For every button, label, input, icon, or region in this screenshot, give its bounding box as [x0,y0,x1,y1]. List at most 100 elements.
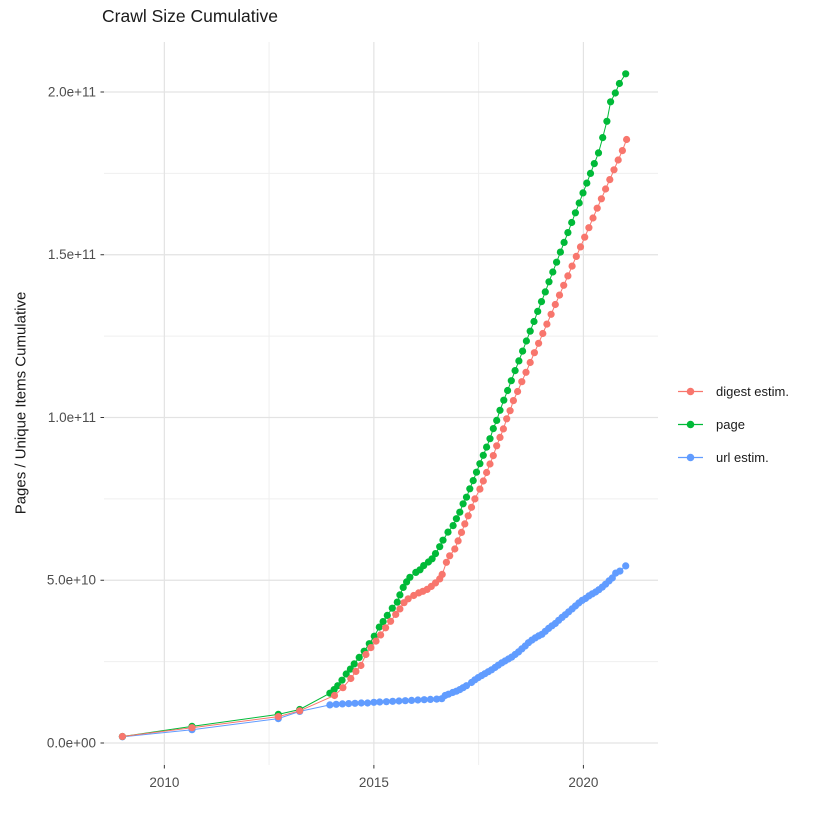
data-point-page [537,298,546,306]
data-point-page [622,70,630,78]
data-point-page [511,367,519,375]
data-point-digest-estim [467,503,476,511]
data-point-page [489,425,497,433]
data-point-digest-estim [614,156,622,164]
data-point-digest-estim [522,368,530,376]
chart-title: Crawl Size Cumulative [102,6,279,26]
data-point-url-estim [616,567,624,575]
data-point-digest-estim [518,378,526,386]
data-point-page [522,337,531,345]
data-point-page [462,493,471,501]
data-point-digest-estim [589,214,597,222]
data-point-page [553,258,561,266]
legend-label-url-estim: url estim. [716,450,769,465]
data-point-digest-estim [392,610,400,619]
data-point-page [456,508,464,516]
data-point-page [452,515,460,523]
data-point-digest-estim [503,415,511,423]
data-point-digest-estim [564,272,572,280]
data-point-digest-estim [330,691,339,700]
data-point-page [526,327,534,335]
data-point-page [393,598,401,606]
data-point-url-estim [382,698,390,706]
data-point-digest-estim [382,624,390,632]
data-point-page [406,573,414,581]
data-point-page [575,199,583,207]
data-point-page [479,451,487,459]
data-point-digest-estim [188,724,196,732]
data-point-page [483,443,491,451]
data-point-page [449,522,457,530]
data-point-digest-estim [372,637,380,645]
data-point-page [556,248,565,256]
x-tick-label: 2015 [359,775,389,790]
data-point-digest-estim [551,300,559,309]
data-point-digest-estim [377,631,385,639]
y-tick-label: 5.0e+10 [47,573,96,588]
series-line-digest-estim [122,139,628,737]
data-point-digest-estim [560,281,568,289]
legend-key-page [678,420,703,429]
data-point-digest-estim [461,520,469,528]
data-point-digest-estim [357,661,365,670]
x-tick-label: 2010 [149,775,179,790]
data-point-page [459,500,467,508]
data-point-page [534,307,542,315]
data-point-digest-estim [496,433,504,441]
data-point-digest-estim [438,570,446,579]
data-point-digest-estim [606,176,614,184]
data-point-url-estim [345,700,353,708]
legend-item-digest-estim: digest estim. [676,375,789,408]
data-point-digest-estim [367,644,375,652]
data-point-page [375,623,383,631]
data-point-digest-estim [543,320,551,328]
data-point-page [355,653,363,662]
data-point-url-estim [401,697,409,705]
data-point-digest-estim [352,667,360,676]
data-point-digest-estim [514,387,522,396]
legend: digest estim. page url estim. [676,375,789,474]
data-point-page [476,460,484,468]
y-axis-title: Pages / Unique Items Cumulative [12,291,30,515]
data-point-digest-estim [618,147,627,155]
data-point-digest-estim [396,605,404,613]
data-point-digest-estim [274,713,282,721]
data-point-page [564,229,572,237]
data-point-digest-estim [387,617,395,625]
data-point-page [549,268,557,276]
data-point-page [507,377,515,385]
x-tick-label: 2020 [568,775,598,790]
data-point-page [579,189,587,197]
data-point-url-estim [414,696,422,704]
data-point-digest-estim [493,442,501,450]
data-point-digest-estim [339,684,347,692]
data-point-page [396,591,404,599]
data-point-digest-estim [446,552,454,560]
data-point-digest-estim [610,166,618,174]
data-point-digest-estim [483,468,491,477]
data-point-page [338,676,346,684]
data-point-page [388,604,396,612]
data-point-digest-estim [489,452,497,460]
data-point-page [545,278,553,286]
legend-key-url-estim [678,453,703,462]
data-point-page [615,79,624,88]
data-point-digest-estim [539,329,547,338]
data-point-url-estim [338,700,346,708]
y-tick-label: 1.5e+11 [48,247,96,262]
data-point-digest-estim [454,537,462,545]
data-point-page [469,477,477,485]
data-point-digest-estim [499,425,507,433]
data-point-page [603,117,611,125]
data-point-url-estim [332,700,340,708]
data-point-digest-estim [597,195,606,203]
data-point-url-estim [420,696,428,704]
data-point-page [583,179,591,187]
y-tick-label: 0.0e+00 [47,735,96,750]
data-point-page [466,485,474,493]
data-point-digest-estim [471,495,479,503]
data-point-digest-estim [451,545,459,553]
data-point-page [586,169,595,177]
